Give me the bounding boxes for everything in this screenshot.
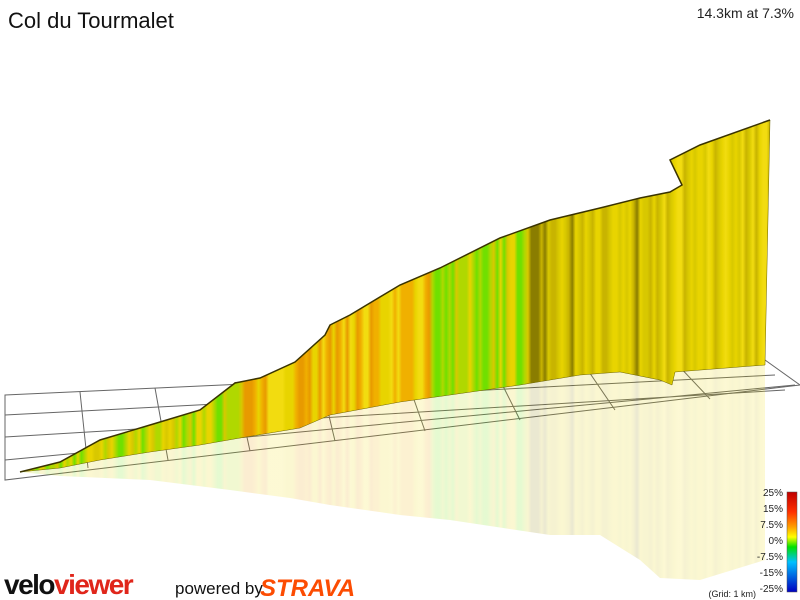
powered-by: powered by [175, 579, 263, 598]
legend-label: 15% [763, 504, 783, 515]
title: Col du Tourmalet [8, 8, 174, 33]
logo-viewer: viewer [54, 569, 134, 600]
profile-top-edge [19, 119, 771, 473]
legend-label: -7.5% [757, 552, 783, 563]
legend-label: -15% [760, 568, 783, 579]
gradient-scale [786, 491, 798, 593]
logo: veloviewer [4, 569, 134, 600]
legend-label: 7.5% [760, 520, 783, 531]
legend-label: -25% [760, 584, 783, 595]
profile-reflection [20, 365, 765, 580]
grid-note: (Grid: 1 km) [708, 589, 756, 599]
legend-label: 25% [763, 488, 783, 499]
strava-logo: STRAVA [260, 575, 355, 600]
legend-label: 0% [769, 536, 784, 547]
stats: 14.3km at 7.3% [697, 5, 794, 21]
logo-velo: velo [4, 569, 55, 600]
